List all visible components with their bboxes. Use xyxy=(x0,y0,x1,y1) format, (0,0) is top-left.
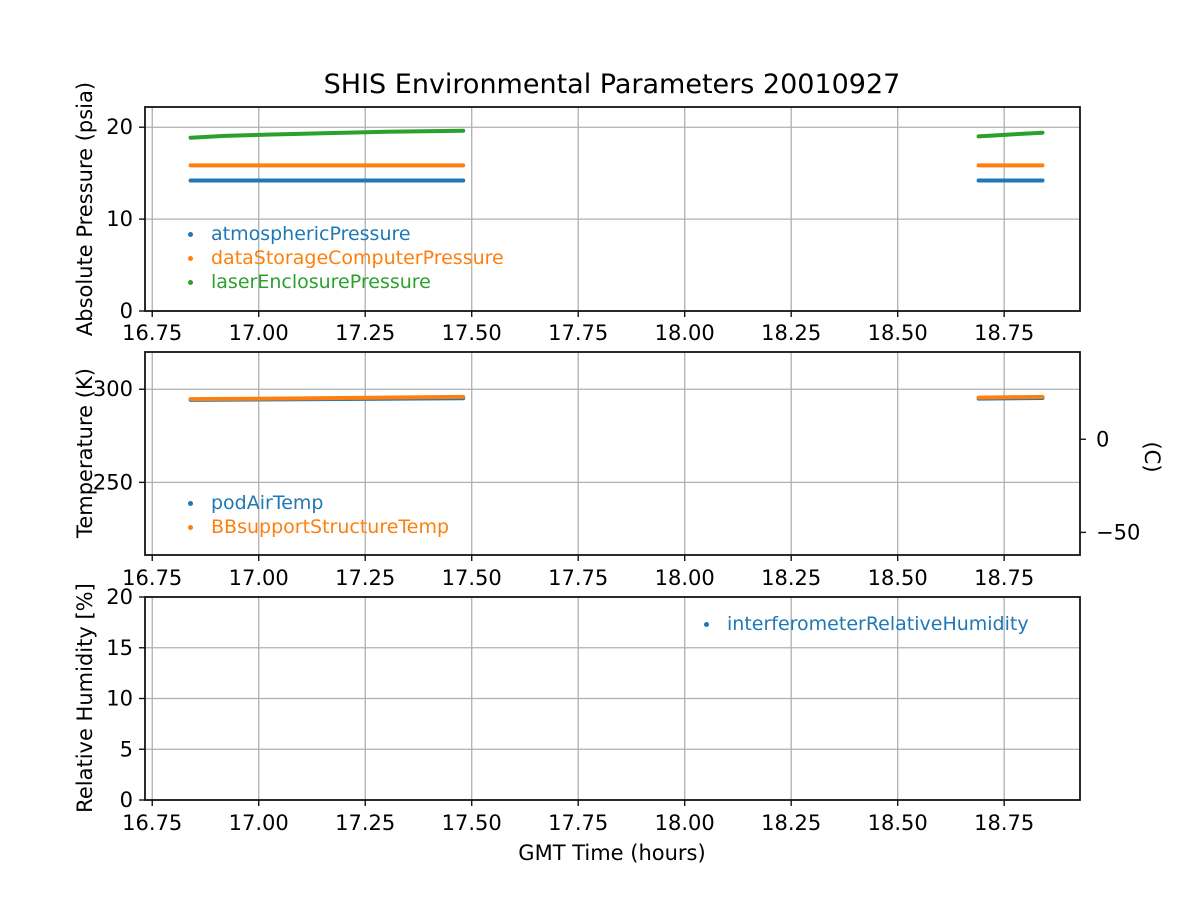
x-tick-label: 17.25 xyxy=(335,566,395,590)
x-tick-label: 16.75 xyxy=(122,566,182,590)
legend-item: laserEnclosurePressure xyxy=(184,270,504,294)
legend-label: dataStorageComputerPressure xyxy=(211,247,504,269)
series-line-laserEnclosurePressure xyxy=(976,130,1045,139)
y-tick-label: 20 xyxy=(106,585,133,609)
legend-item: interferometerRelativeHumidity xyxy=(700,612,1029,636)
celsius-y-axis-label: (C) xyxy=(1140,441,1164,473)
right-y-tick-label: −50 xyxy=(1096,520,1140,544)
series-marker-icon xyxy=(188,279,193,285)
x-tick-label: 18.75 xyxy=(974,321,1034,345)
x-tick-label: 17.25 xyxy=(335,321,395,345)
humidity-legend: interferometerRelativeHumidity xyxy=(700,612,1029,636)
series-marker-icon xyxy=(188,500,193,506)
legend-item: BBsupportStructureTemp xyxy=(184,515,449,539)
series-marker-icon xyxy=(188,255,193,261)
x-tick-label: 17.25 xyxy=(335,811,395,835)
y-tick-label: 0 xyxy=(120,299,133,323)
x-tick-label: 18.00 xyxy=(655,811,715,835)
x-tick-label: 17.00 xyxy=(229,321,289,345)
x-tick-label: 17.50 xyxy=(442,566,502,590)
series-marker-icon xyxy=(704,621,709,627)
x-tick-label: 18.75 xyxy=(974,811,1034,835)
humidity-y-axis-label: Relative Humidity [%] xyxy=(73,583,97,813)
x-tick-label: 17.50 xyxy=(442,811,502,835)
y-tick-label: 15 xyxy=(106,636,133,660)
x-tick-label: 18.25 xyxy=(761,321,821,345)
legend-label: laserEnclosurePressure xyxy=(211,271,431,293)
x-tick-label: 17.75 xyxy=(548,321,608,345)
y-tick-label: 10 xyxy=(106,687,133,711)
y-tick-label: 20 xyxy=(106,115,133,139)
temperature-legend: podAirTemp BBsupportStructureTemp xyxy=(184,491,449,539)
y-tick-label: 10 xyxy=(106,207,133,231)
y-tick-label: 5 xyxy=(120,737,133,761)
x-tick-label: 17.00 xyxy=(229,566,289,590)
x-tick-label: 18.50 xyxy=(868,566,928,590)
series-line-podAirTemp xyxy=(976,396,1045,401)
y-tick-label: 250 xyxy=(93,470,133,494)
x-tick-label: 17.00 xyxy=(229,811,289,835)
series-line-BBsupportStructureTemp xyxy=(976,394,1045,400)
pressure-legend: atmosphericPressure dataStorageComputerP… xyxy=(184,222,504,294)
x-tick-label: 16.75 xyxy=(122,321,182,345)
series-marker-icon xyxy=(188,231,193,237)
legend-item: dataStorageComputerPressure xyxy=(184,246,504,270)
legend-label: BBsupportStructureTemp xyxy=(211,516,450,538)
legend-label: interferometerRelativeHumidity xyxy=(727,613,1029,635)
legend-item: podAirTemp xyxy=(184,491,449,515)
x-tick-label: 18.00 xyxy=(655,321,715,345)
legend-item: atmosphericPressure xyxy=(184,222,504,246)
x-tick-label: 18.50 xyxy=(868,811,928,835)
x-tick-label: 17.75 xyxy=(548,811,608,835)
x-tick-label: 17.50 xyxy=(442,321,502,345)
x-tick-label: 18.75 xyxy=(974,566,1034,590)
y-tick-label: 0 xyxy=(120,788,133,812)
series-line-podAirTemp xyxy=(188,396,466,402)
y-tick-label: 300 xyxy=(93,377,133,401)
x-tick-label: 18.50 xyxy=(868,321,928,345)
series-marker-icon xyxy=(188,524,193,530)
x-tick-label: 17.75 xyxy=(548,566,608,590)
x-tick-label: 16.75 xyxy=(122,811,182,835)
legend-label: atmosphericPressure xyxy=(211,223,411,245)
series-line-BBsupportStructureTemp xyxy=(188,394,466,402)
x-tick-label: 18.25 xyxy=(761,811,821,835)
x-tick-label: 18.00 xyxy=(655,566,715,590)
series-line-laserEnclosurePressure xyxy=(188,128,466,140)
figure-title: SHIS Environmental Parameters 20010927 xyxy=(323,69,901,100)
legend-label: podAirTemp xyxy=(211,492,324,514)
x-axis-label: GMT Time (hours) xyxy=(518,841,706,865)
right-y-tick-label: 0 xyxy=(1096,427,1109,451)
x-tick-label: 18.25 xyxy=(761,566,821,590)
